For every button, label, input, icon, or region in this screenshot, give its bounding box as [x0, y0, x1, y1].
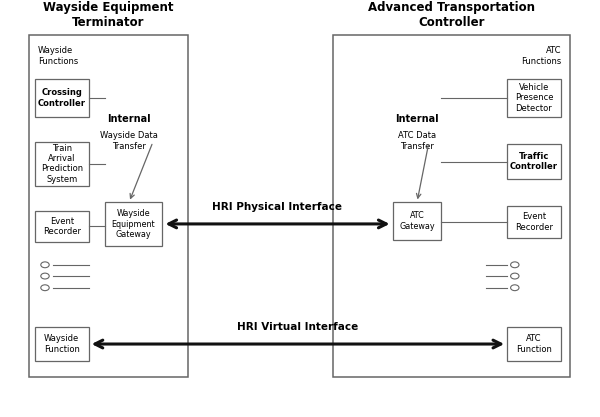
Bar	[35, 142, 89, 186]
Bar	[35, 327, 89, 361]
Text: ATC
Function: ATC Function	[516, 334, 552, 354]
Text: Event
Recorder: Event Recorder	[515, 212, 553, 232]
Bar	[29, 35, 188, 377]
Bar	[507, 327, 561, 361]
Text: Internal: Internal	[395, 114, 439, 124]
Text: Wayside Equipment
Terminator: Wayside Equipment Terminator	[43, 0, 173, 29]
Text: Wayside
Equipment
Gateway: Wayside Equipment Gateway	[112, 209, 155, 239]
Bar	[35, 79, 89, 117]
Text: ATC
Gateway: ATC Gateway	[399, 211, 435, 231]
Text: HRI Physical Interface: HRI Physical Interface	[212, 202, 343, 212]
Text: Crossing
Controller: Crossing Controller	[38, 88, 86, 108]
Text: Internal: Internal	[107, 114, 151, 124]
Text: Wayside
Function: Wayside Function	[44, 334, 80, 354]
Text: ATC
Functions: ATC Functions	[521, 46, 561, 66]
Text: Traffic
Controller: Traffic Controller	[510, 152, 558, 171]
Bar	[507, 206, 561, 238]
Text: Wayside
Functions: Wayside Functions	[38, 46, 78, 66]
Text: Vehicle
Presence
Detector: Vehicle Presence Detector	[515, 83, 553, 113]
Text: Advanced Transportation
Controller: Advanced Transportation Controller	[368, 0, 535, 29]
Bar	[105, 202, 162, 246]
Text: HRI Virtual Interface: HRI Virtual Interface	[237, 322, 359, 332]
Bar	[393, 202, 441, 240]
Bar	[507, 79, 561, 117]
Bar	[333, 35, 570, 377]
Bar	[35, 211, 89, 242]
Bar	[507, 144, 561, 179]
Text: Event
Recorder: Event Recorder	[43, 216, 81, 236]
Text: Train
Arrival
Prediction
System: Train Arrival Prediction System	[41, 143, 83, 184]
Text: ATC Data
Transfer: ATC Data Transfer	[398, 131, 436, 151]
Text: Wayside Data
Transfer: Wayside Data Transfer	[100, 131, 158, 151]
